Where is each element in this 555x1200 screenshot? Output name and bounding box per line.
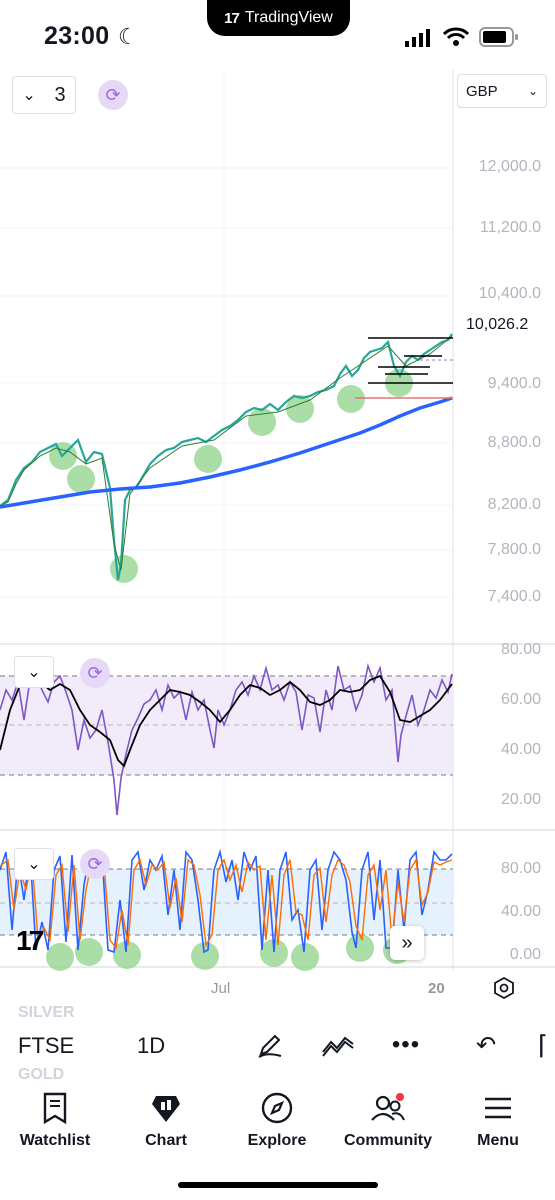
refresh-icon: ⟳ (87, 662, 103, 683)
community-icon (371, 1093, 405, 1121)
pen-icon (258, 1034, 282, 1058)
more-button[interactable]: ••• (389, 1028, 423, 1062)
moon-icon: ☾ (118, 24, 138, 49)
stoch-axis-label: 80.00 (500, 860, 541, 877)
interval-selector[interactable]: 1D (137, 1033, 166, 1058)
rsi-axis-label: 20.00 (500, 791, 541, 808)
price-axis-label: 10,400.0 (478, 285, 541, 302)
rsi-axis-label: 80.00 (500, 641, 541, 658)
indicators-count: 3 (54, 83, 66, 106)
fullscreen-icon: ⌈ (537, 1029, 549, 1060)
home-indicator[interactable] (178, 1182, 378, 1188)
drawing-tool-button[interactable] (253, 1028, 287, 1062)
faint-symbol-below: GOLD (18, 1066, 65, 1083)
tab-menu[interactable]: Menu (448, 1090, 548, 1150)
tab-label: Menu (477, 1132, 519, 1149)
faint-symbol-above: SILVER (18, 1004, 75, 1021)
rsi-ma-line (0, 674, 453, 768)
chevron-down-icon: ⌄ (27, 856, 41, 873)
rsi-axis-label: 60.00 (500, 691, 541, 708)
stoch-sync-button[interactable]: ⟳ (80, 849, 110, 879)
rsi-axis-label: 40.00 (500, 741, 541, 758)
currency-label: GBP (466, 82, 498, 100)
app-pill: 17 TradingView (207, 0, 350, 36)
chevron-down-icon: ⌄ (27, 664, 41, 681)
rsi-sync-button[interactable]: ⟳ (80, 658, 110, 688)
moving-average-line (0, 396, 453, 509)
price-axis-label: 8,800.0 (487, 434, 541, 451)
price-axis-label: 7,800.0 (487, 541, 541, 558)
menu-icon (485, 1097, 511, 1119)
fullscreen-button[interactable]: ⌈ (531, 1028, 555, 1062)
currency-selector[interactable]: GBP ⌄ (457, 74, 547, 108)
more-dots-icon: ••• (391, 1031, 421, 1058)
tab-watchlist[interactable]: Watchlist (5, 1090, 105, 1150)
stoch-k-line (0, 848, 453, 954)
chevron-down-icon: ⌄ (22, 87, 36, 104)
undo-icon: ↶ (475, 1031, 497, 1059)
tab-label: Explore (247, 1132, 307, 1149)
tab-chart[interactable]: Chart (116, 1090, 216, 1150)
highlight-markers (49, 369, 413, 583)
wifi-icon (443, 27, 469, 46)
signal-icon (405, 29, 430, 47)
price-axis-label: 9,400.0 (487, 375, 541, 392)
tradingview-logo-icon: 17 (224, 9, 240, 27)
time-axis-label: Jul (211, 980, 231, 997)
tab-community[interactable]: Community (338, 1090, 438, 1150)
price-axis-label: 12,000.0 (478, 158, 541, 175)
stoch-axis-label: 40.00 (500, 903, 541, 920)
refresh-icon: ⟳ (105, 84, 121, 105)
sync-button[interactable]: ⟳ (98, 80, 128, 110)
indicators-icon (322, 1036, 354, 1057)
indicators-dropdown[interactable]: ⌄ 3 (12, 76, 76, 114)
hexagon-settings-icon[interactable] (492, 976, 516, 1000)
stoch-d-line (0, 857, 453, 950)
refresh-icon: ⟳ (87, 853, 103, 874)
stoch-axis-label: 0.00 (509, 946, 541, 963)
last-price-label: 10,026.2 (466, 316, 529, 333)
tab-explore[interactable]: Explore (227, 1090, 327, 1150)
tab-label: Chart (145, 1132, 187, 1149)
price-axis-label: 11,200.0 (479, 219, 541, 236)
rsi-line (0, 663, 453, 816)
double-chevron-right-icon: » (401, 931, 413, 954)
symbol-selector[interactable]: FTSE (18, 1033, 75, 1058)
app-name: TradingView (244, 9, 333, 26)
tab-label: Community (344, 1132, 432, 1149)
price-axis-label: 7,400.0 (487, 588, 541, 605)
scroll-to-realtime-button[interactable]: » (390, 926, 424, 960)
clock: 23:00 (44, 22, 110, 50)
price-series (0, 333, 453, 581)
price-axis-label: 8,200.0 (487, 496, 541, 513)
tradingview-watermark-icon: 17 (16, 925, 44, 956)
status-bar: 23:00 ☾ 17 TradingView (0, 0, 555, 70)
watchlist-icon (43, 1092, 67, 1124)
indicators-tool-button[interactable] (321, 1028, 355, 1062)
chevron-down-icon: ⌄ (527, 84, 538, 98)
tab-label: Watchlist (19, 1132, 91, 1149)
undo-button[interactable]: ↶ (469, 1028, 503, 1062)
chart-icon (152, 1096, 180, 1122)
rsi-pane-dropdown[interactable]: ⌄ (14, 656, 54, 688)
battery-icon (479, 27, 518, 47)
time-axis-label: 20 (428, 980, 445, 997)
stoch-pane-dropdown[interactable]: ⌄ (14, 848, 54, 880)
compass-icon (261, 1092, 293, 1124)
chart-area[interactable] (0, 70, 555, 1010)
drawn-levels (368, 337, 453, 384)
